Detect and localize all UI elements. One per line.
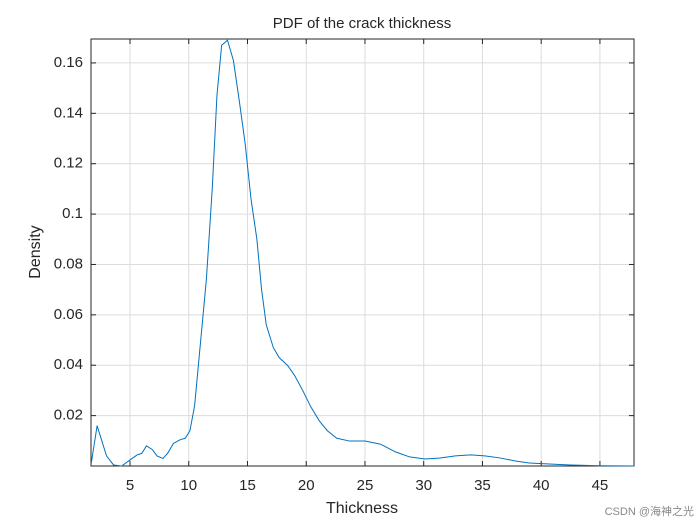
y-tick-label: 0.08 [54, 255, 83, 272]
y-tick-label: 0.06 [54, 306, 83, 323]
x-tick-label: 10 [180, 477, 197, 494]
y-axis-label: Density [27, 225, 44, 278]
watermark: CSDN @海神之光 [605, 504, 694, 518]
x-axis-label: Thickness [326, 500, 398, 517]
y-tick-label: 0.1 [62, 205, 83, 222]
x-tick-label: 30 [415, 477, 432, 494]
axes-box [90, 38, 635, 467]
chart-title: PDF of the crack thickness [273, 15, 451, 32]
y-tick-label: 0.12 [54, 155, 83, 172]
x-tick-label: 45 [592, 477, 609, 494]
x-tick-label: 40 [533, 477, 550, 494]
y-tick-label: 0.16 [54, 54, 83, 71]
x-tick-label: 20 [298, 477, 315, 494]
data-line [90, 39, 635, 467]
y-tick-label: 0.04 [54, 356, 83, 373]
x-tick-label: 5 [126, 477, 134, 494]
x-tick-label: 15 [239, 477, 256, 494]
y-tick-label: 0.14 [54, 104, 83, 121]
x-tick-label: 35 [474, 477, 491, 494]
y-tick-label: 0.02 [54, 407, 83, 424]
x-tick-label: 25 [357, 477, 374, 494]
